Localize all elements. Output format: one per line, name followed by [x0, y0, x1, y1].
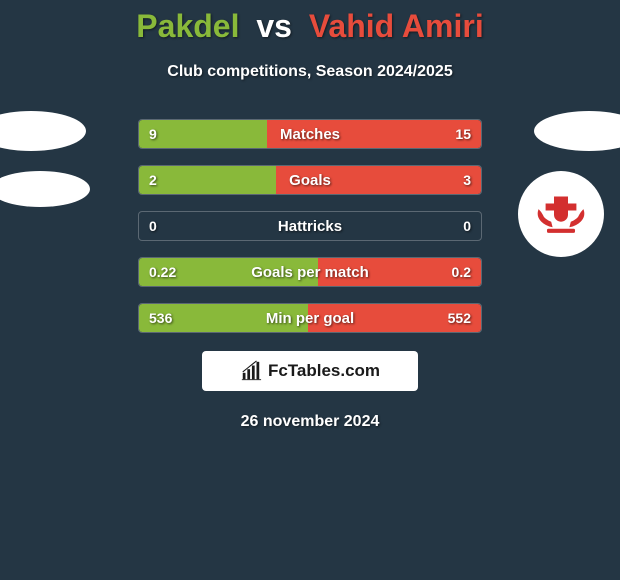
title-player2: Vahid Amiri	[309, 8, 484, 44]
date-text: 26 november 2024	[0, 413, 620, 431]
logo-text: FcTables.com	[268, 361, 380, 381]
logo-box: FcTables.com	[202, 351, 418, 391]
right-badge-2	[518, 171, 604, 257]
title-player1: Pakdel	[136, 8, 239, 44]
stat-label: Min per goal	[139, 304, 481, 332]
subtitle: Club competitions, Season 2024/2025	[0, 63, 620, 81]
stat-label: Matches	[139, 120, 481, 148]
title-vs: vs	[256, 8, 292, 44]
stat-label: Hattricks	[139, 212, 481, 240]
stat-row: 00Hattricks	[138, 211, 482, 241]
stat-label: Goals per match	[139, 258, 481, 286]
stat-label: Goals	[139, 166, 481, 194]
stats-area: 915Matches 23Goals 00Hattricks 0.220.2Goals…	[0, 119, 620, 333]
stat-row: 0.220.2Goals per match	[138, 257, 482, 287]
chart-icon	[240, 360, 262, 382]
team-emblem-icon	[526, 189, 596, 239]
page-title: Pakdel vs Vahid Amiri	[0, 0, 620, 45]
stat-row: 23Goals	[138, 165, 482, 195]
stat-row: 915Matches	[138, 119, 482, 149]
stat-row: 536552Min per goal	[138, 303, 482, 333]
